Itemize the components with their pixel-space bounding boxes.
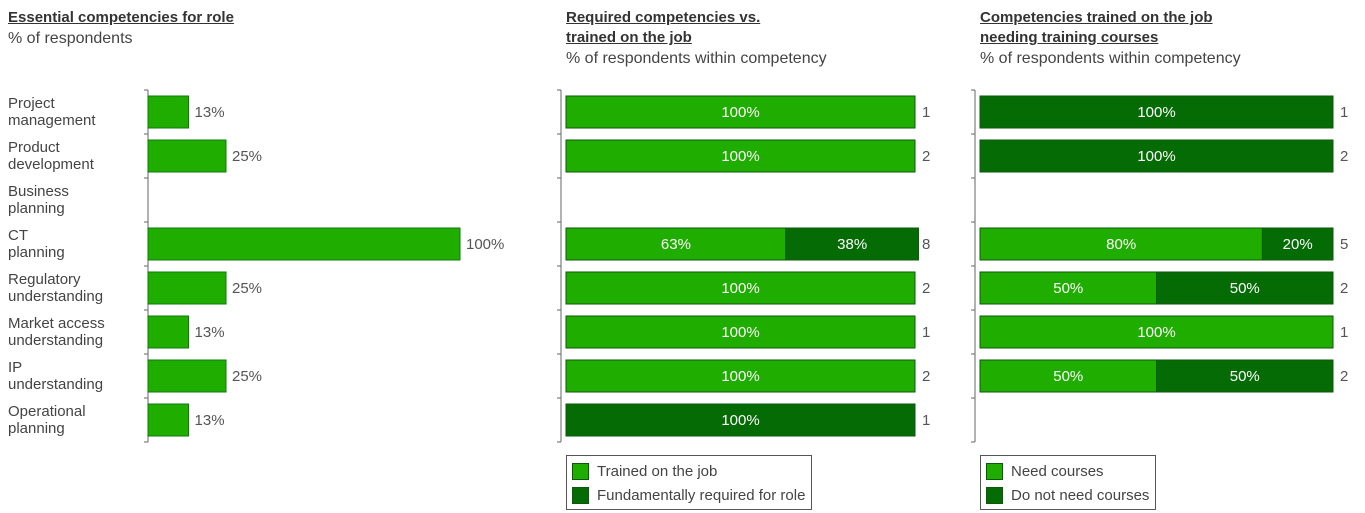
value-label: 20% [1283, 236, 1313, 253]
bar-segment [1156, 359, 1334, 393]
bar-segment [565, 227, 787, 261]
value-label: 100% [721, 280, 759, 297]
bar-segment [565, 315, 916, 349]
chart-header: Essential competencies for role % of resp… [8, 8, 308, 50]
bar-segment [565, 95, 916, 129]
bar-segment [979, 359, 1157, 393]
value-label: 100% [1137, 104, 1175, 121]
count-label: 2 [922, 280, 930, 297]
category-label: Business planning [8, 183, 69, 217]
chart-subtitle: % of respondents within competency [980, 50, 1241, 67]
bar [147, 403, 190, 437]
bar [147, 95, 190, 129]
value-label: 13% [195, 104, 225, 121]
value-label: 50% [1053, 368, 1083, 385]
legend-label: Need courses [1011, 462, 1104, 480]
value-label: 100% [1137, 324, 1175, 341]
category-label: Market access understanding [8, 315, 105, 349]
legend: Need courses Do not need courses [980, 455, 1157, 510]
category-label: Operational planning [8, 403, 86, 437]
count-label: 5 [1340, 236, 1348, 253]
legend-swatch [572, 486, 589, 504]
bar-segment [1261, 227, 1334, 261]
category-label: Product development [8, 139, 94, 173]
bar-segment [565, 139, 916, 173]
legend-swatch [986, 462, 1003, 480]
legend-item: Trained on the job [572, 459, 805, 483]
value-label: 50% [1230, 368, 1260, 385]
value-label: 100% [721, 104, 759, 121]
value-label: 25% [232, 148, 262, 165]
value-label: 25% [232, 280, 262, 297]
bar-segment [785, 227, 919, 261]
value-label: 25% [232, 368, 262, 385]
bar-segment [565, 403, 916, 437]
bar-segment [979, 95, 1334, 129]
category-label: Project management [8, 95, 96, 129]
value-label: 100% [721, 368, 759, 385]
count-label: 1 [1340, 324, 1348, 341]
bar [147, 271, 227, 305]
value-label: 100% [721, 412, 759, 429]
legend-swatch [572, 462, 589, 480]
category-label: CT planning [8, 227, 65, 261]
chart-header: Required competencies vs. trained on the… [566, 8, 827, 70]
count-label: 2 [1340, 148, 1348, 165]
chart-subtitle: % of respondents [8, 30, 133, 47]
bar-segment [1156, 271, 1334, 305]
value-label: 50% [1053, 280, 1083, 297]
value-label: 50% [1230, 280, 1260, 297]
count-label: 1 [922, 104, 930, 121]
legend-item: Fundamentally required for role [572, 483, 805, 507]
chart-title: Competencies trained on the job needing … [980, 9, 1213, 46]
legend-item: Do not need courses [986, 483, 1149, 507]
bar-segment [979, 315, 1334, 349]
value-label: 63% [661, 236, 691, 253]
category-label: IP understanding [8, 359, 104, 393]
legend-swatch [986, 486, 1003, 504]
bar [147, 139, 227, 173]
count-label: 2 [922, 368, 930, 385]
count-label: 2 [1340, 368, 1348, 385]
bar-segment [979, 271, 1157, 305]
bar-segment [565, 359, 916, 393]
legend-label: Trained on the job [597, 462, 718, 480]
value-label: 100% [1137, 148, 1175, 165]
count-label: 1 [922, 412, 930, 429]
count-label: 1 [922, 324, 930, 341]
value-label: 13% [195, 324, 225, 341]
value-label: 100% [721, 148, 759, 165]
legend-label: Fundamentally required for role [597, 486, 806, 504]
value-label: 80% [1106, 236, 1136, 253]
bar-segment [979, 139, 1334, 173]
count-label: 2 [1340, 280, 1348, 297]
bar [147, 227, 461, 261]
chart-title: Required competencies vs. trained on the… [566, 9, 761, 46]
chart-title: Essential competencies for role [8, 9, 234, 26]
count-label: 1 [1340, 104, 1348, 121]
bar [147, 315, 190, 349]
value-label: 100% [466, 236, 504, 253]
count-label: 2 [922, 148, 930, 165]
value-label: 38% [837, 236, 867, 253]
value-label: 100% [721, 324, 759, 341]
legend-label: Do not need courses [1011, 486, 1150, 504]
bar-segment [565, 271, 916, 305]
count-label: 8 [922, 236, 930, 253]
chart-subtitle: % of respondents within competency [566, 50, 827, 67]
chart-header: Competencies trained on the job needing … [980, 8, 1265, 70]
legend: Trained on the job Fundamentally required… [566, 455, 813, 510]
category-label: Regulatory understanding [8, 271, 104, 305]
legend-item: Need courses [986, 459, 1149, 483]
value-label: 13% [195, 412, 225, 429]
bar [147, 359, 227, 393]
